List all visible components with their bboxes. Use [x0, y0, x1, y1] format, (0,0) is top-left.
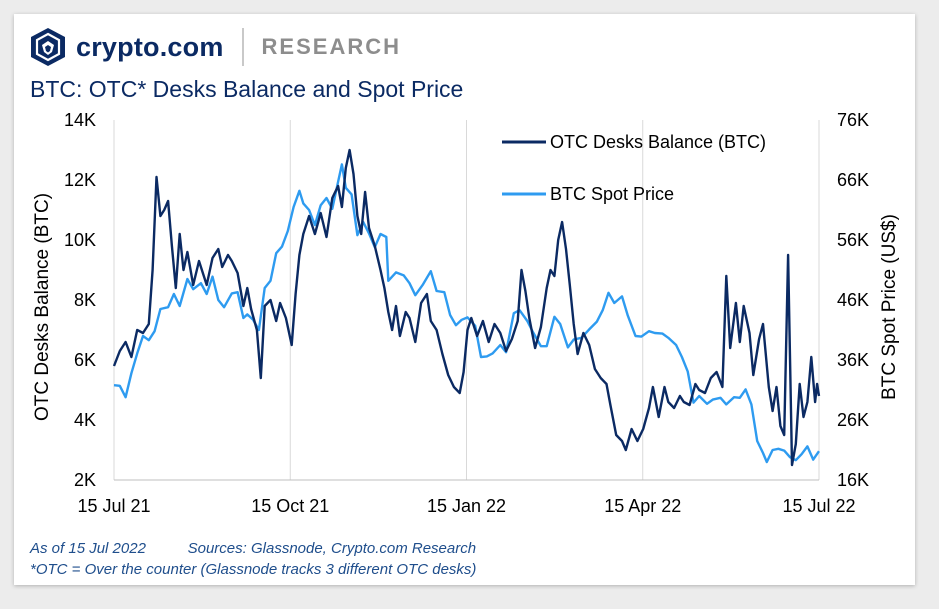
as-of-date: As of 15 Jul 2022 — [30, 540, 146, 557]
left-axis-ticks: 2K 4K 6K 8K 10K 12K 14K — [64, 110, 96, 490]
left-tick-label: 8K — [74, 290, 96, 310]
right-tick-label: 66K — [837, 170, 869, 190]
otc-balance-line — [112, 148, 821, 467]
left-tick-label: 4K — [74, 410, 96, 430]
legend-label: OTC Desks Balance (BTC) — [550, 132, 766, 152]
left-tick-label: 6K — [74, 350, 96, 370]
right-axis-label: BTC Spot Price (US$) — [879, 214, 900, 400]
header: crypto.com RESEARCH — [30, 26, 401, 68]
x-tick-label: 15 Jul 21 — [77, 496, 150, 516]
left-tick-label: 12K — [64, 170, 96, 190]
right-tick-label: 16K — [837, 470, 869, 490]
series-lines — [112, 148, 821, 467]
legend: OTC Desks Balance (BTC) BTC Spot Price — [502, 132, 766, 204]
right-tick-label: 46K — [837, 290, 869, 310]
x-tick-label: 15 Jan 22 — [427, 496, 506, 516]
right-tick-label: 56K — [837, 230, 869, 250]
chart-card: crypto.com RESEARCH BTC: OTC* Desks Bala… — [14, 14, 915, 585]
crypto-com-lion-shield-icon — [31, 28, 65, 66]
right-tick-label: 36K — [837, 350, 869, 370]
left-axis-label: OTC Desks Balance (BTC) — [32, 193, 53, 421]
sources: Sources: Glassnode, Crypto.com Research — [187, 540, 477, 557]
header-divider — [241, 28, 244, 66]
legend-label: BTC Spot Price — [550, 184, 674, 204]
otc-footnote: *OTC = Over the counter (Glassnode track… — [30, 561, 477, 578]
vertical-gridlines — [113, 120, 820, 480]
x-tick-label: 15 Apr 22 — [604, 496, 681, 516]
left-tick-label: 2K — [74, 470, 96, 490]
left-tick-label: 14K — [64, 110, 96, 130]
x-tick-label: 15 Jul 22 — [782, 496, 855, 516]
chart-title: BTC: OTC* Desks Balance and Spot Price — [30, 76, 464, 102]
section-label: RESEARCH — [261, 34, 402, 59]
brand-name: crypto.com — [76, 31, 224, 62]
right-axis-ticks: 16K 26K 36K 46K 56K 66K 76K — [837, 110, 869, 490]
footnote-line-1: As of 15 Jul 2022 Sources: Glassnode, Cr… — [30, 540, 476, 557]
right-tick-label: 76K — [837, 110, 869, 130]
x-tick-label: 15 Oct 21 — [251, 496, 329, 516]
btc-spot-price-line — [113, 163, 820, 464]
right-tick-label: 26K — [837, 410, 869, 430]
left-tick-label: 10K — [64, 230, 96, 250]
x-axis-ticks: 15 Jul 21 15 Oct 21 15 Jan 22 15 Apr 22 15 J… — [77, 496, 855, 516]
